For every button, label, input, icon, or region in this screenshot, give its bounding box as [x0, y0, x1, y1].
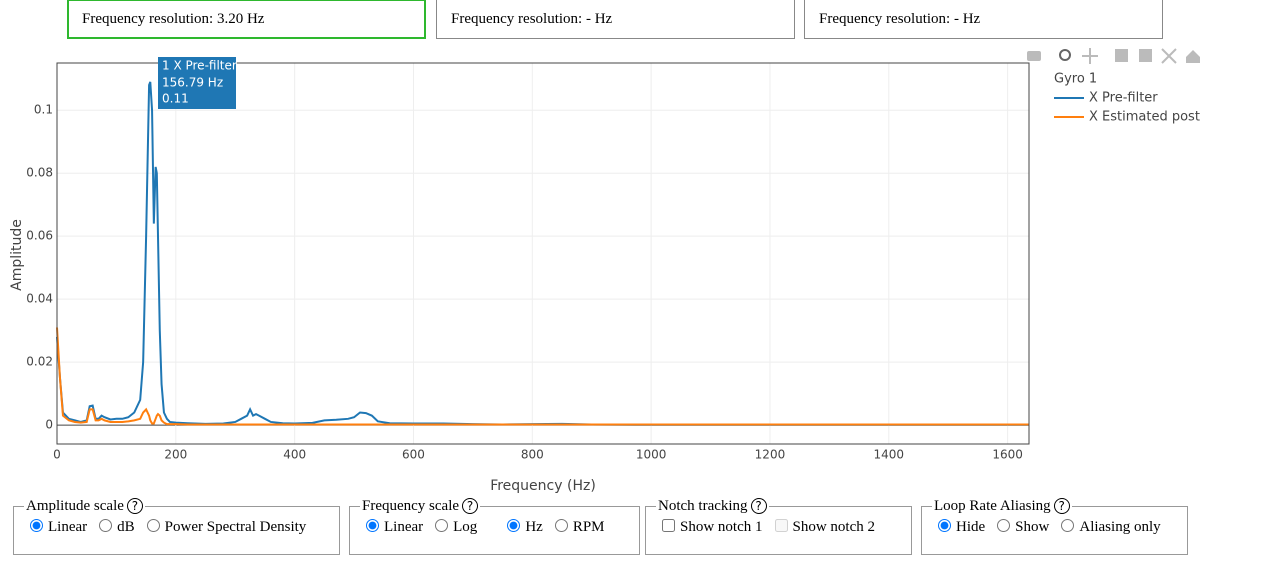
radio[interactable]: [366, 519, 379, 532]
x-tick-label: 600: [402, 448, 425, 462]
legend-text: Amplitude scale: [26, 498, 124, 514]
series-line: [56, 81, 1029, 426]
x-tick-label: 400: [283, 448, 306, 462]
resolution-box: Frequency resolution: 3.20 Hz: [67, 0, 426, 39]
radio[interactable]: [435, 519, 449, 532]
plot-area: [57, 63, 1029, 444]
x-tick-label: 1400: [874, 448, 905, 462]
y-tick-label: 0: [45, 418, 53, 432]
y-tick-label: 0.08: [26, 166, 53, 180]
zoom-in-icon[interactable]: [1115, 49, 1128, 62]
option-label: Show notch 2: [792, 519, 876, 535]
legend-title: Gyro 1: [1054, 72, 1097, 87]
radio[interactable]: [997, 519, 1011, 532]
option-label: Aliasing only: [1079, 519, 1161, 535]
y-tick-label: 0.04: [26, 292, 53, 306]
y-tick-label: 0.1: [34, 103, 53, 117]
control-group: Notch tracking? Show notch 1 Show notch 2: [645, 498, 912, 555]
radio[interactable]: [30, 519, 43, 532]
radio[interactable]: [938, 519, 951, 532]
tooltip-title: 1 X Pre-filter: [162, 59, 237, 73]
lines: [56, 81, 1029, 426]
control-group: Loop Rate Aliasing? Hide Show Aliasing only: [921, 498, 1188, 555]
tooltip-y: 0.11: [162, 92, 189, 106]
x-tick-label: 1600: [992, 448, 1023, 462]
group-legend: Frequency scale?: [360, 498, 480, 515]
autoscale-icon[interactable]: [1161, 48, 1177, 64]
option[interactable]: Hz: [501, 519, 543, 535]
option-label: Hz: [525, 519, 543, 535]
option-label: dB: [117, 519, 135, 535]
control-group: Frequency scale? Linear Log Hz RPM: [349, 498, 640, 555]
y-axis-title: Amplitude: [9, 219, 25, 291]
legend-label: X Pre-filter: [1089, 91, 1158, 106]
help-icon[interactable]: ?: [462, 498, 479, 514]
option-label: Show notch 1: [680, 519, 763, 535]
camera-icon[interactable]: [1027, 51, 1041, 61]
reset-icon[interactable]: [1186, 50, 1200, 63]
x-tick-label: 1000: [636, 448, 667, 462]
resolution-box: Frequency resolution: - Hz: [804, 0, 1163, 39]
radio[interactable]: [146, 519, 160, 532]
option-label: Linear: [48, 519, 88, 535]
checkbox: [774, 519, 788, 532]
control-group: Amplitude scale? Linear dB Power Spectral D…: [13, 498, 340, 555]
option[interactable]: Show: [991, 519, 1049, 535]
modebar: [1027, 48, 1200, 64]
radio[interactable]: [99, 519, 113, 532]
group-legend: Amplitude scale?: [24, 498, 145, 515]
legend-label: X Estimated post: [1089, 110, 1200, 125]
y-tick-label: 0.02: [26, 355, 53, 369]
option[interactable]: RPM: [549, 519, 605, 535]
option[interactable]: dB: [93, 519, 135, 535]
tooltip-box: [158, 57, 236, 109]
group-legend: Notch tracking?: [656, 498, 769, 515]
option[interactable]: Show notch 1: [656, 519, 763, 535]
tooltip-x: 156.79 Hz: [162, 76, 223, 90]
legend-text: Loop Rate Aliasing: [934, 498, 1051, 514]
option-label: Linear: [384, 519, 424, 535]
chart: Frequency (Hz) Amplitude Gyro 1 1 X Pre-…: [9, 48, 1200, 494]
help-icon[interactable]: ?: [126, 498, 143, 514]
plot-frame: [56, 62, 1030, 445]
zoom-out-icon[interactable]: [1139, 49, 1152, 62]
tooltip: 1 X Pre-filter 156.79 Hz 0.11: [158, 57, 237, 109]
help-icon[interactable]: ?: [1053, 498, 1070, 514]
help-icon[interactable]: ?: [750, 498, 767, 514]
x-tick-label: 1200: [755, 448, 786, 462]
grid: [56, 63, 1029, 444]
legend-text: Frequency scale: [362, 498, 460, 514]
x-axis-title: Frequency (Hz): [490, 478, 596, 494]
option[interactable]: Aliasing only: [1055, 519, 1161, 535]
option: Show notch 2: [769, 519, 876, 535]
option[interactable]: Linear: [360, 519, 423, 535]
radio[interactable]: [1061, 519, 1075, 532]
pan-icon[interactable]: [1082, 48, 1098, 64]
radio[interactable]: [507, 519, 521, 532]
resolution-box: Frequency resolution: - Hz: [436, 0, 795, 39]
series-line: [56, 327, 1029, 426]
option-label: Log: [453, 519, 478, 535]
option-label: Power Spectral Density: [164, 519, 307, 535]
option[interactable]: Linear: [24, 519, 87, 535]
x-tick-label: 800: [521, 448, 544, 462]
option[interactable]: Hide: [932, 519, 985, 535]
option-label: Show: [1015, 519, 1050, 535]
option[interactable]: Power Spectral Density: [141, 519, 307, 535]
option-label: Hide: [956, 519, 986, 535]
checkbox[interactable]: [662, 519, 675, 532]
option[interactable]: Log: [429, 519, 477, 535]
y-tick-label: 0.06: [26, 229, 53, 243]
zoom-icon[interactable]: [1059, 49, 1071, 61]
option-label: RPM: [572, 519, 605, 535]
x-tick-label: 0: [53, 448, 61, 462]
x-tick-label: 200: [164, 448, 187, 462]
radio[interactable]: [554, 519, 568, 532]
legend-text: Notch tracking: [658, 498, 748, 514]
group-legend: Loop Rate Aliasing?: [932, 498, 1072, 515]
